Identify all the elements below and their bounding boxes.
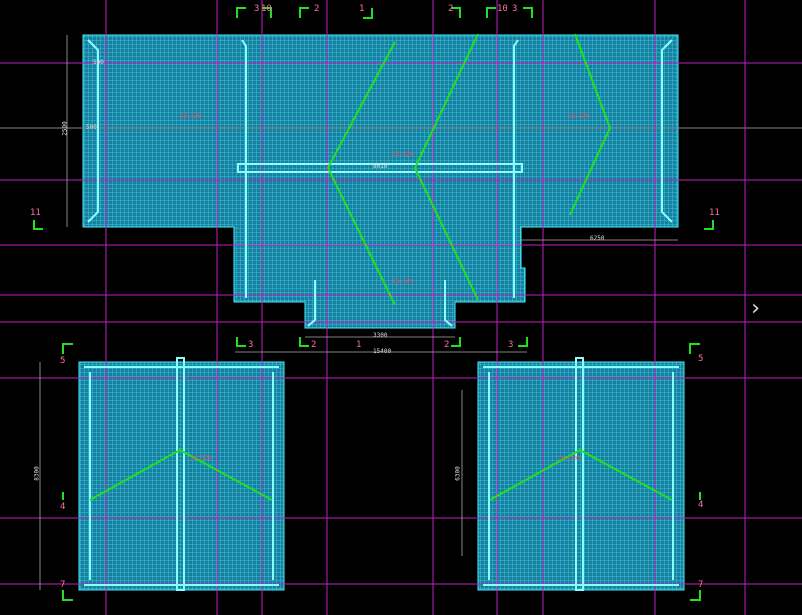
marker-10: 10: [261, 4, 272, 14]
marker-b3b: 3: [508, 340, 514, 350]
marker-b3: 3: [248, 340, 254, 350]
dim-500a: 500: [93, 59, 104, 66]
marker-10b: 10: [497, 4, 508, 14]
marker-11-left: 11: [30, 208, 41, 218]
elevation-label: 16.520: [190, 455, 212, 462]
roof-lower-right: [477, 361, 685, 591]
dim-6250: 6250: [590, 235, 605, 242]
dim-2500: 2500: [61, 121, 69, 136]
marker-b1: 1: [356, 340, 362, 350]
elevation-label: 16.520: [392, 278, 414, 285]
marker-2: 2: [314, 4, 320, 14]
elevation-label: 16.520: [180, 113, 202, 120]
ridge-lines: [89, 33, 673, 501]
marker-3b: 3: [512, 4, 518, 14]
marker-lr4: 4: [698, 500, 704, 510]
gutters: [84, 39, 679, 591]
marker-lr7: 7: [698, 580, 704, 590]
marker-3: 3: [254, 4, 260, 14]
marker-11-right: 11: [709, 208, 720, 218]
marker-1: 1: [359, 4, 365, 14]
dim-500b: 500: [86, 124, 97, 131]
roof-main: [82, 34, 679, 329]
dim-8300: 8300: [33, 466, 41, 481]
elevation-label: 16.520: [568, 113, 590, 120]
elevation-label: 16.520: [558, 455, 580, 462]
dim-6300: 6300: [454, 466, 462, 481]
roof-lower-left: [78, 361, 285, 591]
elevation-label: 16.520: [392, 151, 414, 158]
roof-areas: [78, 34, 685, 591]
marker-ll7: 7: [60, 580, 66, 590]
dim-3300: 3300: [373, 332, 388, 339]
chevron-right-icon[interactable]: ›: [748, 296, 762, 321]
dim-beam: 8010: [373, 163, 388, 170]
marker-2b: 2: [448, 4, 454, 14]
marker-lr5: 5: [698, 354, 704, 364]
dim-15400: 15400: [373, 348, 392, 355]
marker-b2: 2: [311, 340, 317, 350]
marker-ll5: 5: [60, 356, 66, 366]
dimension-lines: [39, 35, 678, 590]
marker-b2b: 2: [444, 340, 450, 350]
marker-ll4: 4: [60, 502, 66, 512]
section-markers: [33, 7, 714, 601]
